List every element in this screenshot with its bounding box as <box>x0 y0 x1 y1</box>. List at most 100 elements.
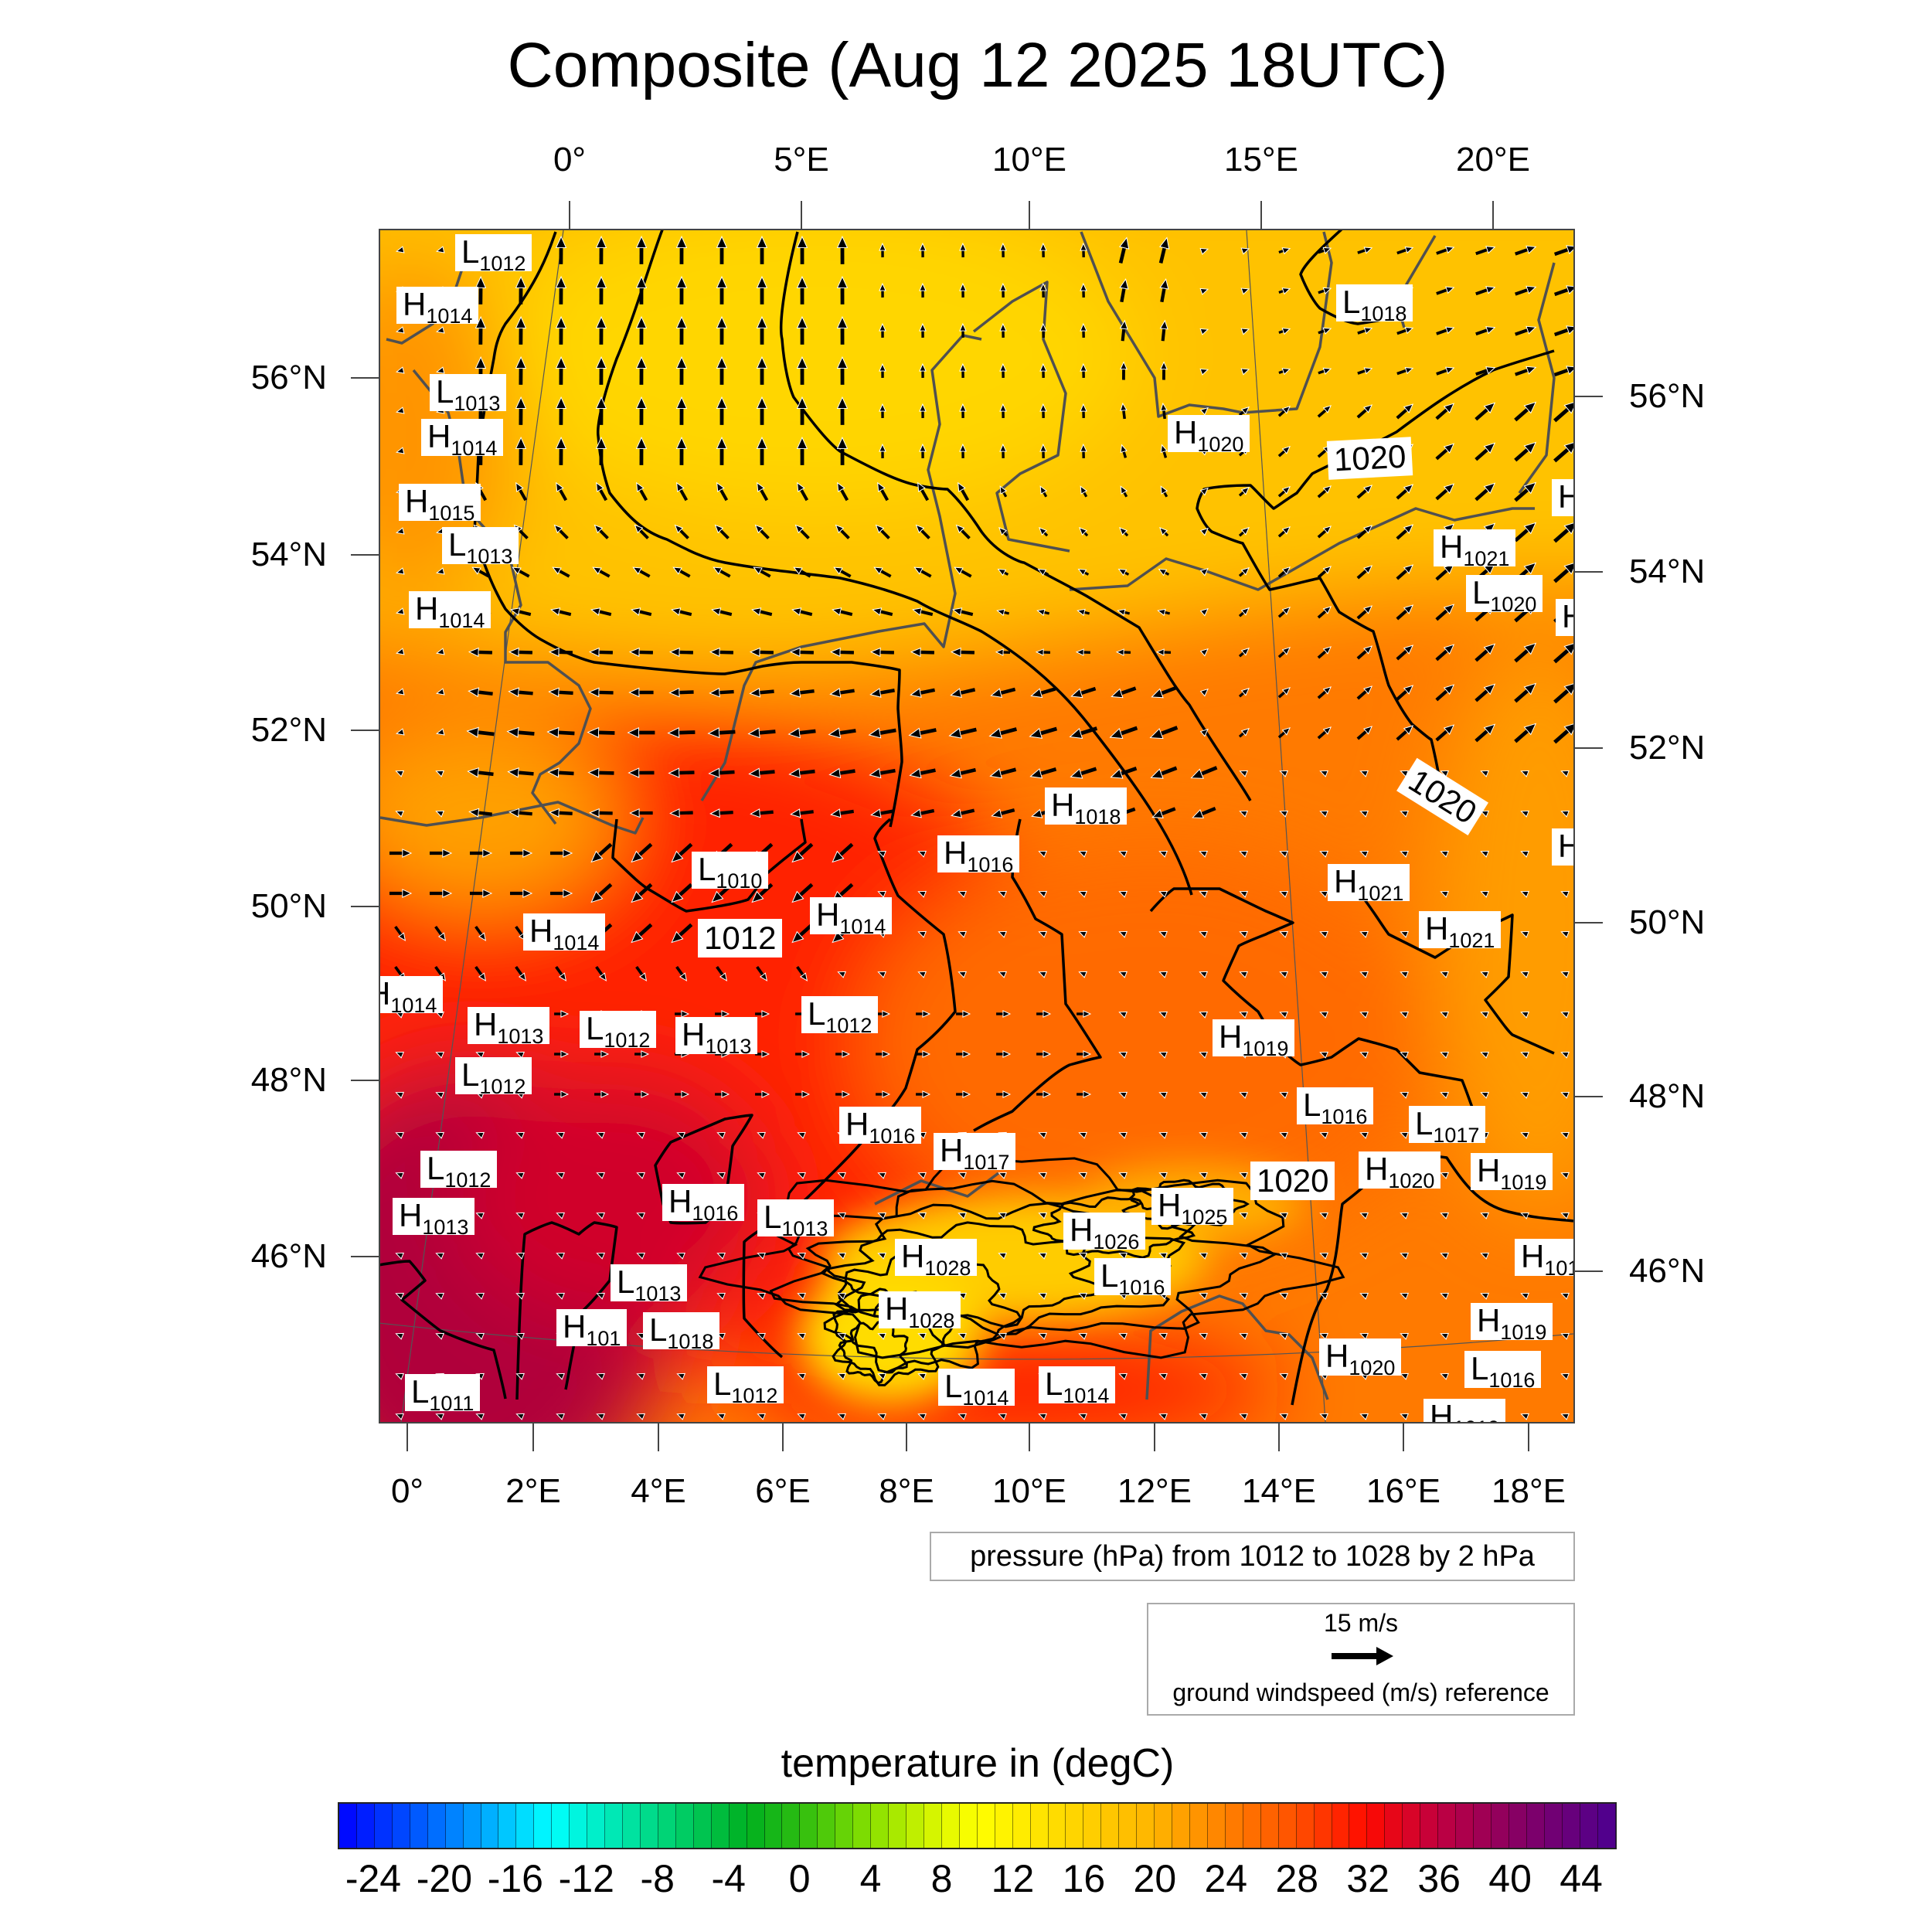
wind-arrow <box>1118 1172 1128 1179</box>
wind-arrow <box>675 1090 690 1098</box>
colorbar-tick-label: 12 <box>991 1857 1035 1900</box>
wind-arrow <box>1239 810 1249 818</box>
wind-arrow <box>515 1292 526 1300</box>
wind-arrow <box>1078 1172 1088 1179</box>
wind-arrow <box>1240 287 1250 295</box>
wind-arrow <box>515 275 527 304</box>
wind-arrow <box>1149 726 1179 740</box>
wind-arrow <box>1440 1292 1450 1300</box>
wind-arrow <box>1240 368 1250 376</box>
wind-arrow <box>1317 566 1332 579</box>
wind-arrow <box>716 396 728 425</box>
wind-arrow <box>991 808 1015 818</box>
lat-label: 48°N <box>250 1061 327 1099</box>
colorbar-tick-label: 36 <box>1417 1857 1461 1900</box>
wind-arrow <box>998 1212 1008 1219</box>
wind-arrow <box>998 1252 1008 1260</box>
wind-arrow <box>435 728 445 736</box>
colorbar-swatch <box>1474 1804 1492 1848</box>
wind-arrow <box>1560 1372 1570 1380</box>
wind-arrow <box>632 566 651 578</box>
wind-arrow <box>1356 645 1373 660</box>
wind-arrow <box>1080 403 1087 418</box>
wind-arrow <box>1520 1131 1530 1139</box>
wind-reference-speed: 15 m/s <box>1323 1609 1399 1637</box>
wind-arrow <box>1400 1372 1410 1380</box>
colorbar-swatch <box>923 1804 942 1848</box>
contour-label: 1020 <box>1326 437 1413 480</box>
colorbar-swatch <box>1456 1804 1474 1848</box>
colorbar-swatch <box>481 1804 499 1848</box>
weather-map[interactable]: L1012 H1014 L1013 H1014 H1015 L1013 H1014 H1020… <box>379 229 1575 1423</box>
temperature-colorbar <box>338 1802 1617 1849</box>
wind-arrow <box>1029 726 1058 739</box>
wind-arrow <box>1278 328 1291 335</box>
lat-label: 52°N <box>1629 729 1706 767</box>
wind-arrow <box>1319 1212 1329 1219</box>
colorbar-tick-label: -24 <box>345 1857 402 1900</box>
wind-arrow <box>627 726 655 739</box>
wind-arrow <box>1239 971 1249 978</box>
wind-arrow <box>435 770 445 777</box>
wind-arrow <box>909 767 936 779</box>
colorbar-swatch <box>552 1804 570 1848</box>
wind-arrow <box>836 396 849 425</box>
wind-arrow <box>756 965 768 981</box>
wind-arrow <box>751 607 773 617</box>
wind-arrow <box>1038 1131 1048 1139</box>
wind-arrow <box>1553 643 1573 664</box>
pressure-center-value: 1017 <box>1433 1124 1480 1147</box>
low-pressure-label: L1011 <box>405 1374 481 1414</box>
wind-arrow <box>796 396 808 425</box>
wind-arrow <box>1151 807 1176 818</box>
wind-arrow <box>395 447 405 454</box>
wind-arrow <box>1160 444 1168 458</box>
wind-arrow <box>1158 1172 1168 1179</box>
lon-label: 20°E <box>1456 141 1530 179</box>
wind-arrow <box>635 965 648 981</box>
wind-arrow <box>879 322 886 338</box>
colorbar-swatch <box>605 1804 623 1848</box>
wind-arrow <box>837 1372 847 1380</box>
wind-arrow <box>1080 322 1087 338</box>
wind-arrow <box>553 524 569 539</box>
wind-arrow <box>1080 485 1088 498</box>
wind-arrow <box>1277 406 1291 417</box>
wind-arrow <box>676 1372 686 1380</box>
colorbar-tick-label: 20 <box>1133 1857 1177 1900</box>
pressure-center-type: H <box>668 1183 692 1219</box>
wind-arrow <box>1515 366 1537 376</box>
wind-arrow <box>988 727 1018 739</box>
wind-arrow <box>791 842 814 863</box>
wind-arrow <box>956 1010 971 1018</box>
wind-arrow <box>1039 282 1047 298</box>
wind-arrow <box>750 808 774 818</box>
pressure-center-value: 1016 <box>967 853 1014 876</box>
wind-arrow <box>1118 1372 1128 1380</box>
wind-arrow <box>1199 850 1209 858</box>
wind-arrow <box>474 965 487 981</box>
wind-arrow <box>1192 806 1216 819</box>
wind-arrow <box>676 1252 686 1260</box>
wind-arrow <box>636 481 648 502</box>
colorbar-tick-label: 24 <box>1204 1857 1248 1900</box>
colorbar-swatch <box>959 1804 978 1848</box>
wind-arrow <box>636 1372 646 1380</box>
wind-arrow <box>669 808 693 818</box>
wind-arrow <box>794 524 810 539</box>
low-pressure-label: L1014 <box>938 1368 1015 1409</box>
wind-arrow <box>515 965 527 981</box>
wind-arrow <box>1119 278 1129 303</box>
wind-arrow <box>546 726 575 738</box>
wind-arrow <box>1110 767 1138 779</box>
wind-arrow <box>1239 850 1249 858</box>
wind-arrow <box>1359 1131 1369 1139</box>
wind-arrow <box>1440 971 1450 978</box>
wind-arrow <box>635 315 648 345</box>
wind-arrow <box>395 810 405 818</box>
wind-arrow <box>1279 1212 1289 1219</box>
colorbar-swatch <box>941 1804 960 1848</box>
wind-arrow <box>1440 1332 1450 1340</box>
wind-arrow <box>756 396 768 425</box>
pressure-center-type: L <box>944 1368 963 1404</box>
